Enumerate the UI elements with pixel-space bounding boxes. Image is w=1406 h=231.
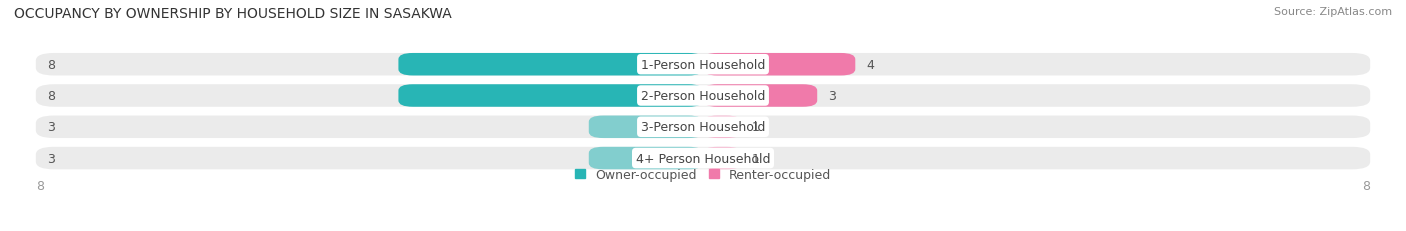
Text: 8: 8: [46, 90, 55, 103]
FancyBboxPatch shape: [703, 147, 741, 170]
Text: 1: 1: [752, 152, 759, 165]
Text: Source: ZipAtlas.com: Source: ZipAtlas.com: [1274, 7, 1392, 17]
Text: 3: 3: [46, 121, 55, 134]
Text: 2-Person Household: 2-Person Household: [641, 90, 765, 103]
Text: 3: 3: [828, 90, 837, 103]
Text: 4: 4: [866, 58, 875, 71]
FancyBboxPatch shape: [703, 116, 741, 138]
FancyBboxPatch shape: [703, 85, 817, 107]
Text: 3-Person Household: 3-Person Household: [641, 121, 765, 134]
Text: 8: 8: [1362, 179, 1371, 192]
FancyBboxPatch shape: [398, 85, 703, 107]
Text: 4+ Person Household: 4+ Person Household: [636, 152, 770, 165]
Text: OCCUPANCY BY OWNERSHIP BY HOUSEHOLD SIZE IN SASAKWA: OCCUPANCY BY OWNERSHIP BY HOUSEHOLD SIZE…: [14, 7, 451, 21]
FancyBboxPatch shape: [589, 116, 703, 138]
Text: 3: 3: [46, 152, 55, 165]
FancyBboxPatch shape: [398, 54, 703, 76]
Legend: Owner-occupied, Renter-occupied: Owner-occupied, Renter-occupied: [575, 168, 831, 181]
FancyBboxPatch shape: [703, 54, 855, 76]
FancyBboxPatch shape: [35, 116, 1371, 138]
Text: 8: 8: [46, 58, 55, 71]
FancyBboxPatch shape: [35, 147, 1371, 170]
Text: 1-Person Household: 1-Person Household: [641, 58, 765, 71]
Text: 1: 1: [752, 121, 759, 134]
FancyBboxPatch shape: [589, 147, 703, 170]
Text: 8: 8: [35, 179, 44, 192]
FancyBboxPatch shape: [35, 85, 1371, 107]
FancyBboxPatch shape: [35, 54, 1371, 76]
